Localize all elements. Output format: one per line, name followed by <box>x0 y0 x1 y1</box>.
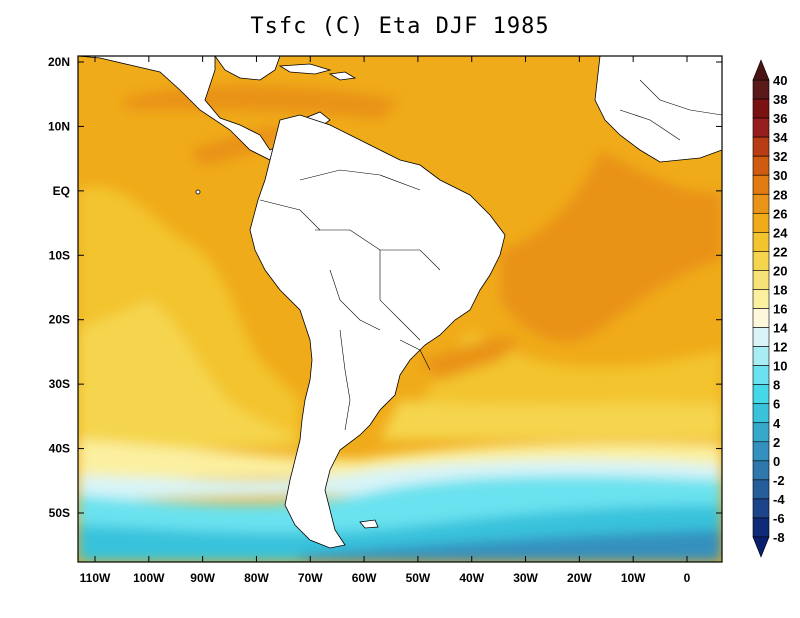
colorbar-swatch <box>752 232 770 252</box>
lat-tick-label: 10S <box>49 248 70 262</box>
colorbar-swatch <box>752 251 770 271</box>
map-title: Tsfc (C) Eta DJF 1985 <box>250 14 550 39</box>
colorbar-swatch <box>752 155 770 176</box>
lon-tick-label: 30W <box>513 571 538 585</box>
colorbar-label: 26 <box>773 206 787 221</box>
colorbar-label: 36 <box>773 111 787 126</box>
colorbar-label: 2 <box>773 435 780 450</box>
colorbar-label: 12 <box>773 340 787 355</box>
colorbar-swatch <box>752 460 770 481</box>
atlantic-cooler-band <box>380 400 722 440</box>
colorbar-label: 28 <box>773 187 787 202</box>
colorbar-label: -4 <box>773 492 785 507</box>
colorbar-label: 4 <box>773 416 781 431</box>
colorbar-label: -6 <box>773 511 785 526</box>
colorbar-label: 8 <box>773 378 780 393</box>
temperature-field <box>78 56 722 562</box>
south-america <box>249 114 506 549</box>
colorbar-label: -2 <box>773 473 785 488</box>
lon-tick-label: 90W <box>190 571 215 585</box>
colorbar-label: 6 <box>773 397 780 412</box>
lon-tick-label: 20W <box>567 571 592 585</box>
colorbar-swatch <box>752 498 770 519</box>
colorbar-label: 10 <box>773 359 787 374</box>
colorbar-swatch <box>752 441 770 462</box>
colorbar-swatch <box>752 98 770 119</box>
lon-tick-label: 110W <box>80 571 111 585</box>
colorbar-label: 30 <box>773 168 787 183</box>
colorbar-label: 22 <box>773 244 787 259</box>
lon-tick-label: 10W <box>621 571 646 585</box>
colorbar-swatch <box>752 403 770 424</box>
country-borders <box>259 79 722 431</box>
colorbar-bottom-arrow <box>752 536 770 558</box>
colorbar-swatch <box>752 365 770 385</box>
colorbar-label: 0 <box>773 454 780 469</box>
panama-hot-patch <box>190 125 290 165</box>
lon-tick-label: 60W <box>352 571 377 585</box>
colorbar-swatch <box>752 117 770 138</box>
lon-tick-label: 0 <box>684 571 691 585</box>
colorbar-swatch <box>752 174 770 195</box>
colorbar-label: 40 <box>773 73 787 88</box>
colorbar-label: 24 <box>773 225 788 240</box>
galapagos <box>195 189 201 195</box>
lat-tick-label: 30S <box>49 377 70 391</box>
colorbar-top-arrow <box>752 59 770 81</box>
lon-tick-label: 80W <box>244 571 269 585</box>
colorbar-swatch <box>752 517 770 538</box>
colorbar-swatch <box>752 193 770 214</box>
lon-tick-label: 40W <box>459 571 484 585</box>
landmasses <box>78 56 722 549</box>
lat-tick-label: 10N <box>48 119 70 133</box>
lon-tick-label: 70W <box>298 571 323 585</box>
colorbar-label: 34 <box>773 130 788 145</box>
lat-tick-label: 40S <box>49 442 70 456</box>
lat-tick-label: 50S <box>49 506 70 520</box>
colorbar-swatch <box>752 79 770 100</box>
colorbar-swatch <box>752 327 770 347</box>
colorbar-swatch <box>752 212 770 233</box>
lat-tick-label: 20N <box>48 55 70 69</box>
cuba <box>278 63 332 75</box>
colorbar-swatch <box>752 384 770 405</box>
colorbar-swatch <box>752 289 770 309</box>
colorbar: 4038363432302826242220181614121086420-2-… <box>752 59 788 558</box>
africa <box>594 56 722 163</box>
colorbar-label: 18 <box>773 282 787 297</box>
band-4 <box>300 530 722 562</box>
north-america-gulf <box>214 56 281 81</box>
lon-tick-label: 50W <box>406 571 431 585</box>
colorbar-label: -8 <box>773 530 785 545</box>
lat-tick-label: 20S <box>49 313 70 327</box>
colorbar-label: 20 <box>773 263 787 278</box>
brazil-hot-patch <box>420 337 520 380</box>
latitude-axis: 20N 10N EQ 10S 20S 30S 40S 50S <box>48 55 722 520</box>
colorbar-label: 16 <box>773 302 787 317</box>
colorbar-swatch <box>752 270 770 290</box>
central-america <box>78 56 331 161</box>
colorbar-label: 14 <box>773 321 788 336</box>
atlantic-hot-tongue <box>500 150 722 343</box>
colorbar-swatch <box>752 346 770 366</box>
colorbar-label: 38 <box>773 92 787 107</box>
lat-tick-label: EQ <box>53 184 70 198</box>
hispaniola <box>328 71 357 81</box>
colorbar-swatch <box>752 308 770 328</box>
colorbar-swatch <box>752 479 770 500</box>
colorbar-swatch <box>752 136 770 157</box>
lon-tick-label: 100W <box>133 571 165 585</box>
colorbar-label: 32 <box>773 149 787 164</box>
plot-frame <box>77 55 723 563</box>
falklands <box>359 519 379 529</box>
colorbar-swatch <box>752 422 770 443</box>
pacific-cooler-band <box>78 300 300 460</box>
longitude-axis: 110W 100W 90W 80W 70W 60W 50W 40W 30W 20W 10W 0 <box>80 56 691 585</box>
